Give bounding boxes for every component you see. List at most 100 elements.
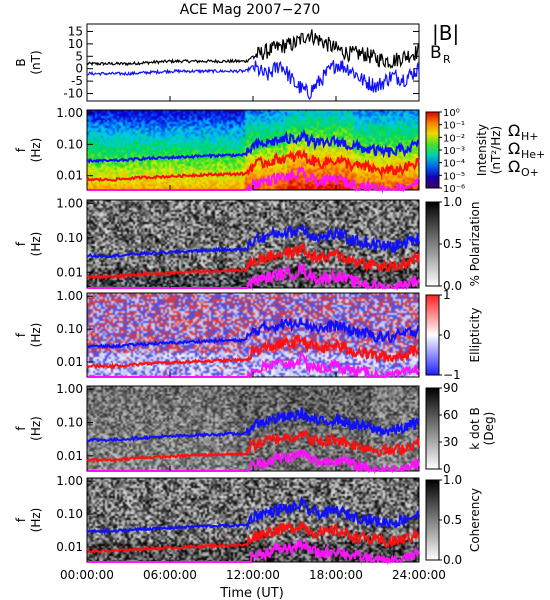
coh-cb-tick-label: 0.5 xyxy=(443,513,462,527)
legend-br-sub: R xyxy=(443,53,451,66)
kdb-cb-tick-label: 90 xyxy=(443,381,458,395)
b-series-radial xyxy=(86,60,420,100)
kdb-ylabel: f xyxy=(14,426,28,431)
kdb-cb-tick-label: 30 xyxy=(443,435,458,449)
int-cb-tick-label: 10⁻³ xyxy=(443,146,465,157)
b-ytick-label: 5 xyxy=(75,49,83,63)
coh-gyro-He-line xyxy=(86,521,420,554)
int-ytick-label: 0.10 xyxy=(56,137,83,151)
int-ylabel: f xyxy=(14,147,28,152)
coh-gyro-O-line xyxy=(87,538,420,566)
coh-ytick-label: 0.10 xyxy=(56,507,83,521)
b-yunit: (nT) xyxy=(29,50,43,74)
int-colorbar xyxy=(425,111,440,189)
pol-colorbar xyxy=(425,201,440,287)
legend-bmag: |B| xyxy=(432,21,459,45)
ell-ytick-label: 0.01 xyxy=(56,355,83,369)
coherency-panel: 1.00 0.10 0.01 f (Hz) 1.0 0.5 0.0 Coherency xyxy=(14,473,482,567)
legend-omega-O: Ω xyxy=(508,157,520,176)
kdb-ytick-label: 1.00 xyxy=(56,382,83,396)
kdb-gyro-O-line xyxy=(87,449,420,475)
pol-gyro-H-line xyxy=(86,223,420,259)
b-ytick-label: 0 xyxy=(75,62,83,76)
int-gyro-O-line xyxy=(87,166,420,194)
legend-omega-sub: O+ xyxy=(521,166,539,179)
ell-colorbar xyxy=(425,294,440,376)
ell-ytick-label: 0.10 xyxy=(56,322,83,336)
pol-cb-tick-label: 1.0 xyxy=(443,195,462,209)
pol-ytick-label: 0.10 xyxy=(56,231,83,245)
pol-gyro-O-line xyxy=(87,261,420,291)
b-ytick-label: -10 xyxy=(63,87,83,101)
kdb-ytick-label: 0.10 xyxy=(56,416,83,430)
b-plot-frame xyxy=(86,23,420,102)
int-cb-tick-label: 10⁻² xyxy=(443,133,465,144)
x-axis-label: Time (UT) xyxy=(219,586,284,600)
int-ytick-label: 1.00 xyxy=(56,106,83,120)
kdb-cb-unit: (Deg) xyxy=(482,412,496,446)
ell-ylabel: f xyxy=(14,332,28,337)
k-dot-b-panel: 1.00 0.10 0.01 f (Hz) 90 60 30 0 k dot B (Deg) xyxy=(14,381,496,476)
b-ylabel: B xyxy=(14,58,28,66)
coh-ytick-label: 0.01 xyxy=(56,540,83,554)
pol-gyro-He-line xyxy=(86,240,420,280)
ell-ytick-label: 1.00 xyxy=(56,289,83,303)
ell-gyro-He-line xyxy=(86,335,420,370)
b-ytick-label: 10 xyxy=(68,37,83,51)
pol-yunit: (Hz) xyxy=(29,232,43,257)
int-cb-tick-label: 10⁻⁵ xyxy=(443,171,465,182)
int-cb-tick-label: 10⁰ xyxy=(443,108,460,119)
x-axis: 00:00:00 06:00:00 12:00:00 18:00:00 24:00:00 xyxy=(60,96,446,582)
coh-ytick-label: 1.00 xyxy=(56,474,83,488)
kdb-cb-label: k dot B xyxy=(468,407,482,449)
ell-yunit: (Hz) xyxy=(29,323,43,348)
coh-yunit: (Hz) xyxy=(29,508,43,533)
pol-cb-tick-label: 0.0 xyxy=(443,279,462,293)
kdb-colorbar xyxy=(425,387,440,470)
kdb-gyro-H-line xyxy=(86,407,420,443)
b-ytick-label: -5 xyxy=(71,74,83,88)
int-ytick-label: 0.01 xyxy=(56,169,83,183)
b-ytick-label: 15 xyxy=(68,24,83,38)
x-tick-label: 00:00:00 xyxy=(60,568,114,582)
figure-title: ACE Mag 2007−270 xyxy=(180,2,320,18)
int-gyro-H-line xyxy=(87,128,420,164)
coh-gyro-H-line xyxy=(86,495,420,536)
pol-cb-label: % Polarization xyxy=(468,202,482,287)
b-series-magnitude xyxy=(86,29,420,70)
kdb-cb-tick-label: 60 xyxy=(443,408,458,422)
int-cb-label: Intensity xyxy=(475,124,489,176)
pol-cb-tick-label: 0.5 xyxy=(443,237,462,251)
int-cb-tick-label: 10⁻¹ xyxy=(443,121,465,132)
legend-br: B xyxy=(430,43,442,63)
legend-omega-sub: H+ xyxy=(521,130,539,143)
int-cb-tick-label: 10⁻⁶ xyxy=(443,184,465,195)
int-gyro-He-line xyxy=(86,148,420,183)
int-yunit: (Hz) xyxy=(29,138,43,163)
legend-omega-sub: He+ xyxy=(521,148,545,161)
kdb-ytick-label: 0.01 xyxy=(56,449,83,463)
kdb-cb-tick-label: 0 xyxy=(443,462,451,476)
ell-cb-label: Ellipticity xyxy=(468,308,482,363)
ell-cb-tick-label: 1 xyxy=(443,288,451,302)
coh-ylabel: f xyxy=(14,517,28,522)
int-cb-tick-label: 10⁻⁴ xyxy=(443,159,465,170)
ell-cb-tick-label: 0 xyxy=(443,328,451,342)
ell-gyro-O-line xyxy=(87,351,420,378)
coh-cb-tick-label: 0.0 xyxy=(443,553,462,567)
kdb-gyro-He-line xyxy=(86,429,420,464)
x-tick-label: 24:00:00 xyxy=(392,568,446,582)
x-tick-label: 06:00:00 xyxy=(143,568,197,582)
legend-omega-H: Ω xyxy=(508,121,520,140)
ell-gyro-H-line xyxy=(86,318,420,350)
intensity-panel: 1.00 0.10 0.01 f (Hz) 10⁰ 10⁻¹10⁻² 10⁻³ 10⁻⁴10⁻⁵… xyxy=(14,106,545,195)
kdb-yunit: (Hz) xyxy=(29,416,43,441)
polarization-panel: 1.00 0.10 0.01 f (Hz) 1.0 0.5 0.0 % Polarization xyxy=(14,195,482,293)
pol-ytick-label: 1.00 xyxy=(56,196,83,210)
x-tick-label: 12:00:00 xyxy=(226,568,280,582)
x-tick-label: 18:00:00 xyxy=(309,568,363,582)
coh-colorbar xyxy=(425,479,440,561)
pol-ylabel: f xyxy=(14,241,28,246)
